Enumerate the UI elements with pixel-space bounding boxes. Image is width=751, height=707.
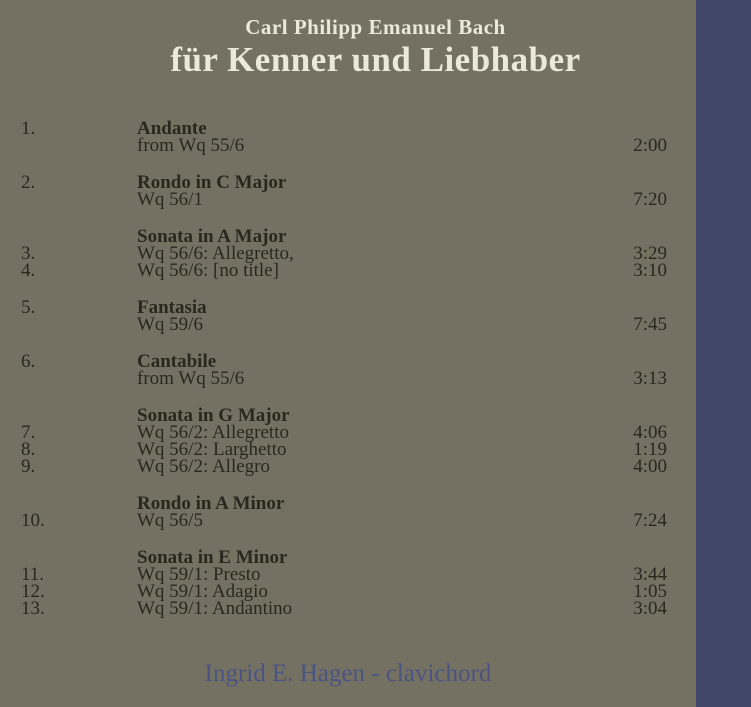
track-title: Cantabile <box>137 351 217 372</box>
track-duration: 3:13 <box>633 368 667 389</box>
track-row: 2. Rondo in C Major <box>21 172 667 193</box>
track-duration: 4:00 <box>633 456 667 477</box>
performer-credit: Ingrid E. Hagen - clavichord <box>204 660 492 687</box>
track-duration: 7:24 <box>633 510 667 531</box>
track-number: 8. <box>21 439 36 460</box>
track-subtitle: Wq 56/2: Allegro <box>137 456 270 477</box>
track-subtitle: Wq 56/6: [no title] <box>137 260 279 281</box>
track-subtitle: Wq 56/5 <box>137 510 203 531</box>
track-number <box>21 137 137 154</box>
track-title: Rondo in A Minor <box>137 493 285 514</box>
track-row: Wq 56/1 7:20 <box>21 189 667 210</box>
track-row: 4. Wq 56/6: [no title] 3:10 <box>21 260 667 281</box>
track-subtitle: Wq 59/1: Presto <box>137 564 261 585</box>
track-group: 1. Andante from Wq 55/6 2:00 <box>21 118 667 156</box>
track-number <box>21 228 137 245</box>
track-title: Rondo in C Major <box>137 172 287 193</box>
track-number: 11. <box>21 564 45 585</box>
track-title: Fantasia <box>137 297 207 318</box>
track-duration: 4:06 <box>633 422 667 443</box>
track-group: 2. Rondo in C Major Wq 56/1 7:20 <box>21 172 667 210</box>
track-number: 2. <box>21 172 36 193</box>
track-duration: 3:10 <box>633 260 667 281</box>
track-duration: 7:45 <box>633 314 667 335</box>
track-title: Sonata in A Major <box>137 226 287 247</box>
track-row: 11. Wq 59/1: Presto 3:44 <box>21 564 667 585</box>
track-duration: 1:19 <box>633 439 667 460</box>
track-title: Sonata in G Major <box>137 405 290 426</box>
track-row: 1. Andante <box>21 118 667 139</box>
track-number <box>21 370 137 387</box>
track-row: Sonata in A Major <box>21 226 667 247</box>
track-row: 3. Wq 56/6: Allegretto, 3:29 <box>21 243 667 264</box>
track-subtitle: Wq 59/6 <box>137 314 203 335</box>
track-row: 6. Cantabile <box>21 351 667 372</box>
spine-strip <box>696 0 751 707</box>
track-subtitle: Wq 56/6: Allegretto, <box>137 243 294 264</box>
track-number: 5. <box>21 297 36 318</box>
track-number: 13. <box>21 598 45 619</box>
track-number <box>21 191 137 208</box>
track-row: from Wq 55/6 3:13 <box>21 368 667 389</box>
track-number: 9. <box>21 456 36 477</box>
track-number <box>21 316 137 333</box>
track-number: 3. <box>21 243 36 264</box>
track-title: Sonata in E Minor <box>137 547 288 568</box>
track-number: 4. <box>21 260 36 281</box>
track-duration: 3:29 <box>633 243 667 264</box>
track-subtitle: Wq 56/1 <box>137 189 203 210</box>
track-number: 12. <box>21 581 45 602</box>
track-row: 5. Fantasia <box>21 297 667 318</box>
track-group: Sonata in A Major 3. Wq 56/6: Allegretto, 3… <box>21 226 667 281</box>
track-row: 7. Wq 56/2: Allegretto 4:06 <box>21 422 667 443</box>
track-subtitle: Wq 56/2: Allegretto <box>137 422 289 443</box>
track-title: Andante <box>137 118 207 139</box>
track-row: Sonata in E Minor <box>21 547 667 568</box>
track-number: 10. <box>21 510 45 531</box>
track-duration: 7:20 <box>633 189 667 210</box>
track-row: 13. Wq 59/1: Andantino 3:04 <box>21 598 667 619</box>
track-subtitle: Wq 59/1: Adagio <box>137 581 268 602</box>
track-subtitle: Wq 59/1: Andantino <box>137 598 293 619</box>
track-group: 6. Cantabile from Wq 55/6 3:13 <box>21 351 667 389</box>
track-subtitle: from Wq 55/6 <box>137 135 245 156</box>
track-duration: 2:00 <box>633 135 667 156</box>
track-row: from Wq 55/6 2:00 <box>21 135 667 156</box>
track-group: Sonata in G Major 7. Wq 56/2: Allegretto 4:… <box>21 405 667 477</box>
track-row: 12. Wq 59/1: Adagio 1:05 <box>21 581 667 602</box>
track-duration: 3:04 <box>633 598 667 619</box>
track-group: 5. Fantasia Wq 59/6 7:45 <box>21 297 667 335</box>
track-group: Sonata in E Minor 11. Wq 59/1: Presto 3:44 1… <box>21 547 667 619</box>
track-subtitle: from Wq 55/6 <box>137 368 245 389</box>
track-list: 1. Andante from Wq 55/6 2:00 2. Rondo in C Ma… <box>0 118 696 637</box>
track-group: Rondo in A Minor 10. Wq 56/5 7:24 <box>21 493 667 531</box>
artist-name: Carl Philipp Emanuel Bach <box>245 15 506 39</box>
album-header: Carl Philipp Emanuel Bach für Kenner und… <box>0 0 751 80</box>
track-number: 6. <box>21 351 36 372</box>
track-duration: 3:44 <box>633 564 667 585</box>
track-subtitle: Wq 56/2: Larghetto <box>137 439 287 460</box>
track-row: Wq 59/6 7:45 <box>21 314 667 335</box>
track-number: 7. <box>21 422 36 443</box>
track-number <box>21 407 137 424</box>
track-number: 1. <box>21 118 36 139</box>
track-row: Sonata in G Major <box>21 405 667 426</box>
track-row: 10. Wq 56/5 7:24 <box>21 510 667 531</box>
album-title: für Kenner und Liebhaber <box>170 40 581 79</box>
track-duration: 1:05 <box>633 581 667 602</box>
track-row: 8. Wq 56/2: Larghetto 1:19 <box>21 439 667 460</box>
track-row: 9. Wq 56/2: Allegro 4:00 <box>21 456 667 477</box>
track-row: Rondo in A Minor <box>21 493 667 514</box>
